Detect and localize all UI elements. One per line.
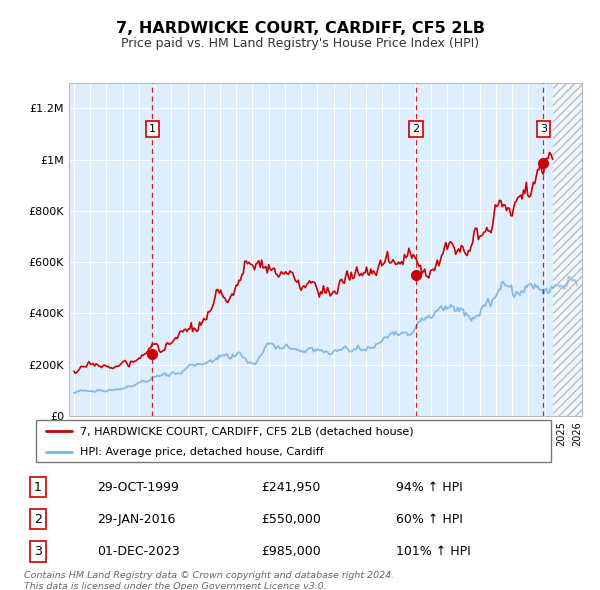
Text: £985,000: £985,000 xyxy=(261,545,320,558)
Text: 2: 2 xyxy=(34,513,42,526)
FancyBboxPatch shape xyxy=(35,420,551,463)
Text: 101% ↑ HPI: 101% ↑ HPI xyxy=(396,545,471,558)
Text: 1: 1 xyxy=(34,481,42,494)
Text: 3: 3 xyxy=(34,545,42,558)
Text: 60% ↑ HPI: 60% ↑ HPI xyxy=(396,513,463,526)
Text: 29-OCT-1999: 29-OCT-1999 xyxy=(97,481,179,494)
Text: 1: 1 xyxy=(149,124,156,135)
Text: 2: 2 xyxy=(413,124,419,135)
Bar xyxy=(553,83,585,416)
Text: £550,000: £550,000 xyxy=(261,513,321,526)
Text: 7, HARDWICKE COURT, CARDIFF, CF5 2LB (detached house): 7, HARDWICKE COURT, CARDIFF, CF5 2LB (de… xyxy=(80,427,413,436)
Text: HPI: Average price, detached house, Cardiff: HPI: Average price, detached house, Card… xyxy=(80,447,323,457)
Text: 94% ↑ HPI: 94% ↑ HPI xyxy=(396,481,463,494)
Text: Price paid vs. HM Land Registry's House Price Index (HPI): Price paid vs. HM Land Registry's House … xyxy=(121,37,479,50)
Text: £241,950: £241,950 xyxy=(261,481,320,494)
Text: 3: 3 xyxy=(540,124,547,135)
Text: 29-JAN-2016: 29-JAN-2016 xyxy=(97,513,176,526)
Text: 7, HARDWICKE COURT, CARDIFF, CF5 2LB: 7, HARDWICKE COURT, CARDIFF, CF5 2LB xyxy=(115,21,485,35)
Text: Contains HM Land Registry data © Crown copyright and database right 2024.
This d: Contains HM Land Registry data © Crown c… xyxy=(24,571,394,590)
Text: 01-DEC-2023: 01-DEC-2023 xyxy=(97,545,180,558)
Bar xyxy=(553,83,585,416)
